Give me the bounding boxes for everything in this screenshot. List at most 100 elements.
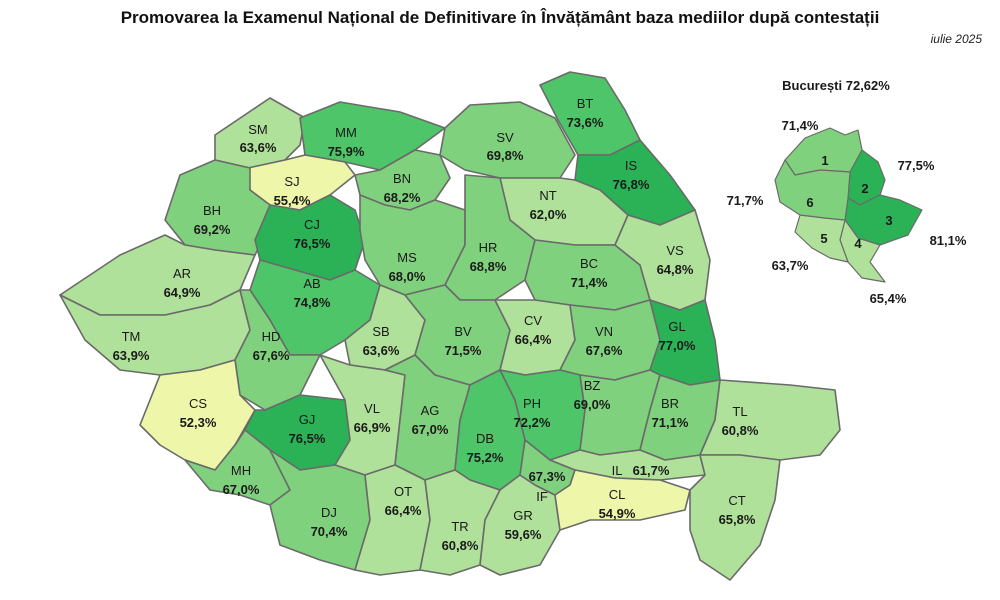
county-label-SM: SM — [248, 122, 268, 137]
county-label-SB: SB — [372, 324, 389, 339]
county-label-BZ: BZ — [584, 378, 601, 393]
county-label-CL: CL — [609, 487, 626, 502]
county-label-OT: OT — [394, 484, 412, 499]
county-label-PH: PH — [523, 396, 541, 411]
county-label-BN: BN — [393, 171, 411, 186]
map-title: Promovarea la Examenul Național de Defin… — [120, 8, 880, 27]
county-value-MS: 68,0% — [389, 269, 426, 284]
county-label-TR: TR — [451, 519, 468, 534]
county-value-TR: 60,8% — [442, 538, 479, 553]
county-value-CL: 54,9% — [599, 506, 636, 521]
county-value-PH: 72,2% — [514, 415, 551, 430]
county-label-IL: IL — [612, 463, 623, 478]
county-label-DB: DB — [476, 431, 494, 446]
sector-value-4: 65,4% — [870, 291, 907, 306]
county-value-GL: 77,0% — [659, 338, 696, 353]
county-value-IF: 67,3% — [529, 469, 566, 484]
county-value-TM: 63,9% — [113, 348, 150, 363]
county-value-SJ: 55,4% — [274, 193, 311, 208]
county-CT[interactable] — [689, 454, 781, 581]
county-label-AB: AB — [303, 276, 320, 291]
county-value-DJ: 70,4% — [311, 524, 348, 539]
county-value-BH: 69,2% — [194, 222, 231, 237]
county-label-MM: MM — [335, 125, 357, 140]
sector-number-5: 5 — [820, 231, 827, 246]
county-value-AR: 64,9% — [164, 285, 201, 300]
county-value-AG: 67,0% — [412, 422, 449, 437]
county-label-IS: IS — [625, 158, 638, 173]
county-label-CT: CT — [728, 493, 745, 508]
county-value-GJ: 76,5% — [289, 431, 326, 446]
county-TL[interactable] — [699, 379, 841, 461]
county-value-BR: 71,1% — [652, 415, 689, 430]
county-value-VS: 64,8% — [657, 262, 694, 277]
county-label-VL: VL — [364, 401, 380, 416]
county-label-TL: TL — [732, 404, 747, 419]
county-value-CV: 66,4% — [515, 332, 552, 347]
county-label-SJ: SJ — [284, 174, 299, 189]
county-value-CT: 65,8% — [719, 512, 756, 527]
county-label-CJ: CJ — [304, 217, 320, 232]
county-label-HD: HD — [262, 329, 281, 344]
county-SV[interactable] — [439, 101, 576, 179]
county-label-CV: CV — [524, 313, 542, 328]
county-value-BN: 68,2% — [384, 190, 421, 205]
county-label-CS: CS — [189, 396, 207, 411]
county-value-CJ: 76,5% — [294, 236, 331, 251]
sector-number-4: 4 — [854, 236, 862, 251]
bucharest-label: București 72,62% — [782, 78, 890, 93]
county-value-SV: 69,8% — [487, 148, 524, 163]
sector-6[interactable] — [774, 159, 851, 221]
sector-value-6: 71,7% — [727, 193, 764, 208]
county-value-BV: 71,5% — [445, 343, 482, 358]
sector-value-1: 71,4% — [782, 118, 819, 133]
county-value-VN: 67,6% — [586, 343, 623, 358]
county-label-MH: MH — [231, 463, 251, 478]
sector-number-6: 6 — [806, 195, 813, 210]
sector-value-5: 63,7% — [772, 258, 809, 273]
county-label-BH: BH — [203, 203, 221, 218]
bucharest-inset: București 72,62% 1 2 3 4 5 6 71,4% 77,5%… — [727, 78, 967, 306]
county-value-VL: 66,9% — [354, 420, 391, 435]
county-value-GR: 59,6% — [505, 527, 542, 542]
county-value-DB: 75,2% — [467, 450, 504, 465]
county-label-DJ: DJ — [321, 505, 337, 520]
county-VN[interactable] — [559, 299, 661, 381]
county-value-OT: 66,4% — [385, 503, 422, 518]
county-label-BC: BC — [580, 256, 598, 271]
county-value-SM: 63,6% — [240, 140, 277, 155]
county-value-IL: 61,7% — [633, 463, 670, 478]
county-label-MS: MS — [397, 250, 417, 265]
county-label-AR: AR — [173, 266, 191, 281]
county-label-NT: NT — [539, 188, 556, 203]
county-value-BZ: 69,0% — [574, 397, 611, 412]
sector-value-2: 77,5% — [898, 158, 935, 173]
county-value-CS: 52,3% — [180, 415, 217, 430]
county-value-NT: 62,0% — [530, 207, 567, 222]
sector-value-3: 81,1% — [930, 233, 967, 248]
county-label-BV: BV — [454, 324, 472, 339]
county-value-BT: 73,6% — [567, 115, 604, 130]
county-label-BR: BR — [661, 396, 679, 411]
county-value-MM: 75,9% — [328, 144, 365, 159]
sector-number-3: 3 — [885, 213, 892, 228]
county-label-TM: TM — [122, 329, 141, 344]
county-label-IF: IF — [536, 489, 548, 504]
sector-number-2: 2 — [861, 181, 868, 196]
county-label-GJ: GJ — [299, 412, 316, 427]
map-subtitle: iulie 2025 — [930, 32, 982, 46]
sector-number-1: 1 — [821, 153, 828, 168]
county-label-SV: SV — [496, 130, 514, 145]
county-value-TL: 60,8% — [722, 423, 759, 438]
county-label-VN: VN — [595, 324, 613, 339]
county-value-IS: 76,8% — [613, 177, 650, 192]
county-value-MH: 67,0% — [223, 482, 260, 497]
county-value-HR: 68,8% — [470, 259, 507, 274]
county-label-VS: VS — [666, 243, 684, 258]
county-value-SB: 63,6% — [363, 343, 400, 358]
county-label-GL: GL — [668, 319, 685, 334]
county-value-HD: 67,6% — [253, 348, 290, 363]
county-label-AG: AG — [421, 403, 440, 418]
county-label-HR: HR — [479, 240, 498, 255]
